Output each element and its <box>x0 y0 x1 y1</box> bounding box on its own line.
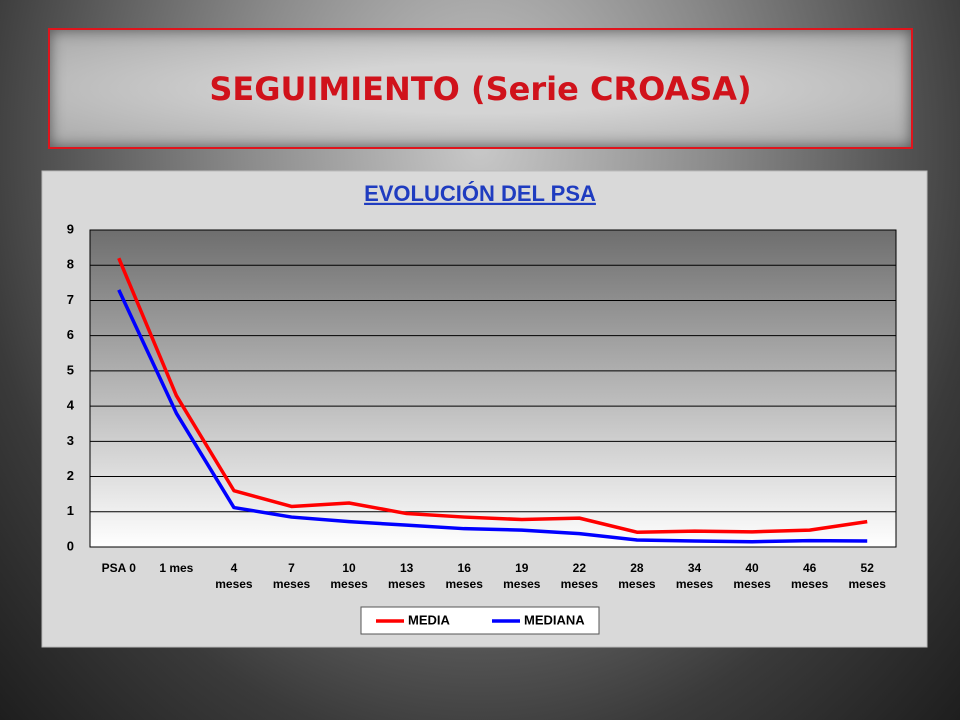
x-tick-label: 13 meses <box>387 561 426 591</box>
x-tick-label: 46 meses <box>790 561 829 591</box>
x-tick-label: 10 meses <box>330 561 368 591</box>
title-box: SEGUIMIENTO (Serie CROASA) <box>48 28 913 149</box>
y-tick-label: 0 <box>67 538 74 553</box>
x-tick-label: 52 meses <box>848 561 886 591</box>
x-tick-label: 7 meses <box>272 561 311 591</box>
chart-title: EVOLUCIÓN DEL PSA <box>364 181 596 206</box>
x-tick-label: 28 meses <box>618 561 656 591</box>
y-tick-label: 3 <box>67 433 74 448</box>
x-tick-label: 40 meses <box>733 561 771 591</box>
line-series <box>117 289 868 544</box>
y-tick-label: 4 <box>67 398 75 413</box>
legend-label: MEDIA <box>408 612 451 627</box>
x-tick-label: PSA 0 <box>101 561 136 575</box>
y-tick-label: 6 <box>67 327 74 342</box>
y-tick-label: 5 <box>67 362 74 377</box>
y-tick-label: 8 <box>67 257 74 272</box>
x-tick-label: 19 meses <box>503 561 541 591</box>
x-tick-label: 4 meses <box>215 561 253 591</box>
y-tick-label: 1 <box>67 503 74 518</box>
line-series <box>117 257 868 534</box>
plot-area <box>89 229 897 548</box>
legend-label: MEDIANA <box>524 612 585 627</box>
x-tick-label: 22 meses <box>560 561 599 591</box>
y-tick-label: 9 <box>67 221 74 236</box>
x-tick-label: 16 meses <box>445 561 483 591</box>
x-tick-label: 1 mes <box>159 561 194 575</box>
y-tick-label: 2 <box>67 468 74 483</box>
y-tick-label: 7 <box>67 292 74 307</box>
x-tick-label: 34 meses <box>675 561 714 591</box>
slide-title: SEGUIMIENTO (Serie CROASA) <box>209 69 752 108</box>
